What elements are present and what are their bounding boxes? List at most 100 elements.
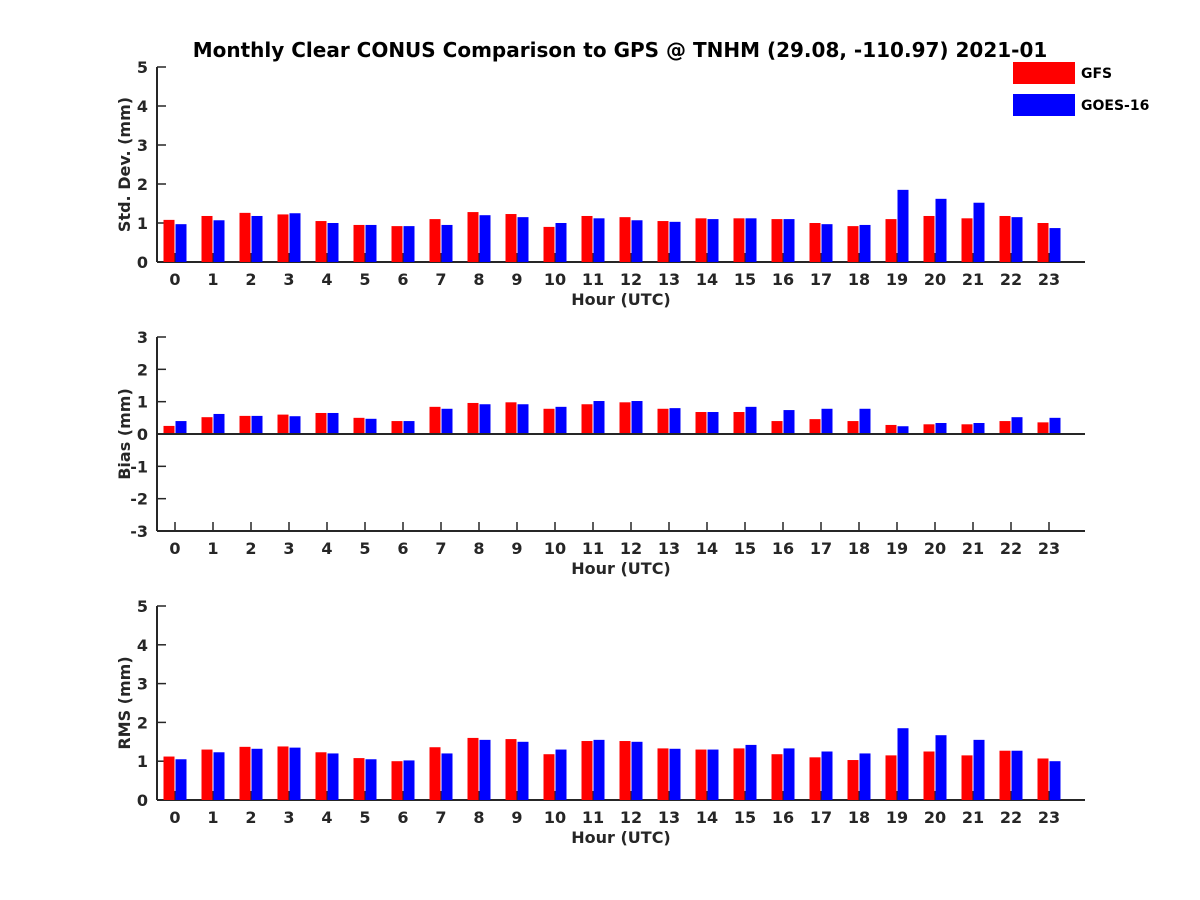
- rms-x-tick-label: 22: [1000, 808, 1022, 827]
- rms-y-axis-label: RMS (mm): [115, 656, 134, 749]
- bias-x-tick-label: 11: [582, 539, 604, 558]
- rms-bar-goes16: [175, 759, 187, 800]
- bias-bar-gfs: [163, 425, 175, 434]
- stddev-x-tick-label: 16: [772, 270, 794, 289]
- stddev-y-axis-label: Std. Dev. (mm): [115, 97, 134, 232]
- rms-bar-gfs: [239, 746, 251, 800]
- rms-bar-goes16: [745, 744, 757, 800]
- bias-x-tick-label: 10: [544, 539, 566, 558]
- rms-x-tick-label: 10: [544, 808, 566, 827]
- bias-x-tick-label: 15: [734, 539, 756, 558]
- stddev-x-axis-label: Hour (UTC): [571, 290, 671, 309]
- stddev-bar-gfs: [467, 212, 479, 262]
- bias-bar-goes16: [517, 404, 529, 434]
- stddev-bar-goes16: [289, 213, 301, 262]
- bias-x-tick-label: 4: [321, 539, 332, 558]
- rms-bar-gfs: [847, 760, 859, 800]
- bias-bar-goes16: [175, 421, 187, 434]
- rms-bar-gfs: [543, 754, 555, 800]
- bias-bar-goes16: [403, 421, 415, 434]
- rms-bar-goes16: [821, 751, 833, 800]
- bias-bar-gfs: [277, 414, 289, 434]
- stddev-bar-goes16: [517, 217, 529, 262]
- stddev-bar-goes16: [479, 215, 491, 262]
- stddev-bar-goes16: [707, 219, 719, 262]
- bias-y-tick-label: 1: [137, 393, 148, 412]
- rms-y-tick-label: 3: [137, 675, 148, 694]
- rms-bar-gfs: [885, 755, 897, 800]
- stddev-bar-gfs: [1037, 223, 1049, 262]
- bias-bar-goes16: [707, 412, 719, 434]
- stddev-bar-goes16: [1049, 228, 1061, 262]
- rms-x-tick-label: 4: [321, 808, 332, 827]
- rms-y-tick-label: 0: [137, 791, 148, 810]
- stddev-bar-goes16: [669, 221, 681, 262]
- rms-bar-goes16: [403, 760, 415, 800]
- stddev-bar-gfs: [277, 214, 289, 262]
- stddev-bar-goes16: [175, 224, 187, 262]
- bias-y-tick-label: 2: [137, 360, 148, 379]
- stddev-bar-goes16: [897, 189, 909, 262]
- rms-bar-gfs: [619, 741, 631, 800]
- bias-x-tick-label: 9: [511, 539, 522, 558]
- rms-x-tick-label: 18: [848, 808, 870, 827]
- rms-bar-goes16: [973, 739, 985, 800]
- rms-bar-goes16: [935, 735, 947, 800]
- rms-bar-gfs: [467, 737, 479, 800]
- bias-bar-gfs: [847, 421, 859, 434]
- rms-bar-goes16: [631, 741, 643, 800]
- stddev-bar-gfs: [771, 219, 783, 262]
- bias-bar-gfs: [353, 417, 365, 434]
- rms-x-axis-label: Hour (UTC): [571, 828, 671, 847]
- stddev-x-tick-label: 4: [321, 270, 332, 289]
- chart-title: Monthly Clear CONUS Comparison to GPS @ …: [193, 38, 1048, 62]
- bias-bar-gfs: [961, 424, 973, 434]
- stddev-bar-goes16: [745, 218, 757, 262]
- rms-x-tick-label: 19: [886, 808, 908, 827]
- bias-bar-gfs: [923, 424, 935, 434]
- rms-bar-goes16: [783, 748, 795, 800]
- bias-x-axis-label: Hour (UTC): [571, 559, 671, 578]
- rms-x-tick-label: 3: [283, 808, 294, 827]
- rms-bar-goes16: [289, 747, 301, 800]
- stddev-x-tick-label: 21: [962, 270, 984, 289]
- stddev-x-tick-label: 10: [544, 270, 566, 289]
- stddev-bar-goes16: [251, 215, 263, 262]
- rms-x-tick-label: 16: [772, 808, 794, 827]
- rms-x-tick-label: 15: [734, 808, 756, 827]
- stddev-bar-goes16: [593, 218, 605, 262]
- rms-x-tick-label: 1: [207, 808, 218, 827]
- bias-x-tick-label: 7: [435, 539, 446, 558]
- rms-bar-goes16: [441, 753, 453, 800]
- rms-x-tick-label: 17: [810, 808, 832, 827]
- stddev-bar-gfs: [695, 218, 707, 262]
- stddev-x-tick-label: 23: [1038, 270, 1060, 289]
- rms-bar-gfs: [961, 755, 973, 800]
- stddev-x-tick-label: 17: [810, 270, 832, 289]
- bias-x-tick-label: 17: [810, 539, 832, 558]
- stddev-bar-goes16: [821, 224, 833, 262]
- rms-bar-gfs: [391, 761, 403, 800]
- rms-x-tick-label: 13: [658, 808, 680, 827]
- rms-bar-goes16: [251, 748, 263, 800]
- stddev-bar-goes16: [327, 223, 339, 262]
- rms-bar-goes16: [707, 749, 719, 800]
- stddev-bar-goes16: [973, 202, 985, 262]
- stddev-x-tick-label: 3: [283, 270, 294, 289]
- stddev-bar-gfs: [315, 221, 327, 262]
- stddev-y-tick-label: 5: [137, 58, 148, 77]
- rms-bar-goes16: [897, 728, 909, 800]
- bias-x-tick-label: 1: [207, 539, 218, 558]
- stddev-x-tick-label: 12: [620, 270, 642, 289]
- bias-y-axis-label: Bias (mm): [115, 388, 134, 480]
- stddev-x-tick-label: 0: [169, 270, 180, 289]
- stddev-bar-gfs: [391, 226, 403, 262]
- bias-bar-goes16: [365, 418, 377, 434]
- stddev-x-tick-label: 15: [734, 270, 756, 289]
- bias-x-tick-label: 16: [772, 539, 794, 558]
- bias-bar-goes16: [593, 401, 605, 434]
- rms-y-tick-label: 4: [137, 636, 148, 655]
- rms-bar-goes16: [669, 748, 681, 800]
- bias-x-tick-label: 3: [283, 539, 294, 558]
- bias-bar-goes16: [479, 404, 491, 434]
